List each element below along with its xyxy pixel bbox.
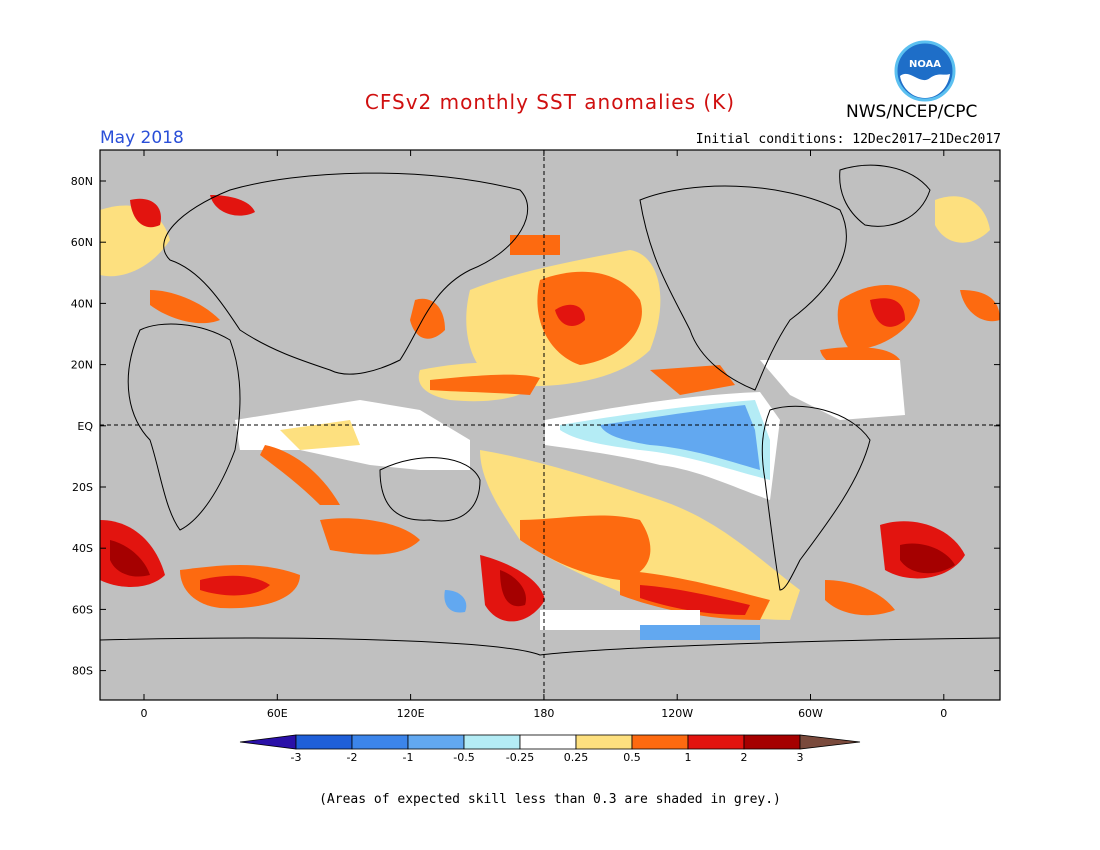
australia-outline [379, 457, 481, 522]
south-atlantic-dark-red [110, 540, 150, 577]
south-indian-cool-patch [444, 590, 467, 613]
forecast-month: May 2018 [100, 128, 184, 148]
southern-ocean-red [640, 585, 750, 615]
north-pacific-red [555, 304, 585, 326]
colorbar-label: 0.5 [623, 751, 641, 764]
coastlines [100, 164, 1000, 656]
south-atlantic-orange [825, 580, 895, 616]
sw-atlantic-dark-red [900, 543, 955, 574]
eurasia-outline [163, 172, 529, 375]
north-pacific-orange [537, 271, 642, 365]
colorbar-box [519, 734, 577, 750]
bering-orange [510, 235, 560, 255]
antarctica-outline [100, 637, 1000, 656]
tasman-dark-red [500, 570, 526, 607]
south-indian-red [200, 575, 270, 596]
greenland-sea-yellow [935, 196, 990, 243]
logo-text: NOAA [909, 59, 941, 70]
lat-label: 40N [71, 297, 93, 310]
south-pacific-orange [520, 515, 651, 580]
colorbar-box [295, 734, 353, 750]
chart-title: CFSv2 monthly SST anomalies (K) [364, 90, 736, 114]
skill-footnote: (Areas of expected skill less than 0.3 a… [319, 792, 781, 807]
colorbar-box [631, 734, 689, 750]
lon-label: 120W [661, 707, 693, 720]
east-atlantic-orange [960, 290, 1000, 322]
colorbar-label: -2 [347, 751, 358, 764]
anomaly-field [100, 195, 1000, 640]
colorbar-label: 3 [797, 751, 804, 764]
lon-label: 0 [141, 707, 148, 720]
indian-ocean-warm-band [260, 445, 340, 505]
ne-pacific-orange [650, 365, 735, 395]
colorbar-box [687, 734, 745, 750]
lat-label: 20S [72, 481, 93, 494]
latitude-axis: 80N 60N 40N 20N EQ 20S 40S 60S 80S [71, 175, 1000, 678]
kara-red [210, 195, 255, 216]
colorbar-label: -3 [291, 751, 302, 764]
lon-label: 60W [798, 707, 823, 720]
greenland-outline [839, 164, 931, 227]
colorbar-label: -0.25 [506, 751, 534, 764]
south-america-outline [761, 405, 871, 591]
tropical-atlantic-neutral [760, 360, 905, 420]
africa-outline [127, 323, 241, 531]
lat-label: 80S [72, 665, 93, 678]
barents-red [130, 198, 161, 228]
colorbar-min-arrow [239, 734, 297, 750]
colorbar-box [743, 734, 801, 750]
map-frame [99, 149, 1001, 701]
lon-label: 180 [533, 707, 554, 720]
indian-ocean-yellow [280, 420, 360, 450]
antarctic-cool [640, 625, 760, 640]
lat-label: 60S [72, 603, 93, 616]
lon-label: 120E [397, 707, 425, 720]
central-indian-orange [320, 518, 420, 555]
colorbar: -3 -2 -1 -0.5 -0.25 0.25 0.5 1 2 3 [239, 734, 861, 764]
lat-label: 40S [72, 542, 93, 555]
north-atlantic-red [870, 298, 905, 327]
colorbar-box [407, 734, 465, 750]
north-america-outline [639, 185, 847, 391]
longitude-axis: 0 60E 120E 180 120W 60W 0 [141, 150, 947, 720]
colorbar-label: 2 [741, 751, 748, 764]
lon-label: 0 [940, 707, 947, 720]
lat-label: EQ [77, 420, 93, 433]
colorbar-label: -0.5 [453, 751, 474, 764]
colorbar-label: 1 [685, 751, 692, 764]
colorbar-box [463, 734, 521, 750]
lon-label: 60E [267, 707, 288, 720]
colorbar-box [575, 734, 633, 750]
colorbar-label: -1 [403, 751, 414, 764]
lat-label: 20N [71, 359, 93, 372]
mediterranean-orange [150, 290, 220, 324]
colorbar-box [351, 734, 409, 750]
initial-conditions: Initial conditions: 12Dec2017–21Dec2017 [695, 132, 1001, 147]
agency-label: NWS/NCEP/CPC [846, 102, 978, 122]
colorbar-label: 0.25 [564, 751, 589, 764]
colorbar-max-arrow [799, 734, 861, 750]
equatorial-pacific-cool [600, 405, 760, 470]
kuroshio-orange [410, 298, 445, 339]
lat-label: 80N [71, 175, 93, 188]
west-pacific-orange [430, 374, 540, 395]
lat-label: 60N [71, 236, 93, 249]
noaa-logo-icon: NOAA [894, 40, 956, 102]
